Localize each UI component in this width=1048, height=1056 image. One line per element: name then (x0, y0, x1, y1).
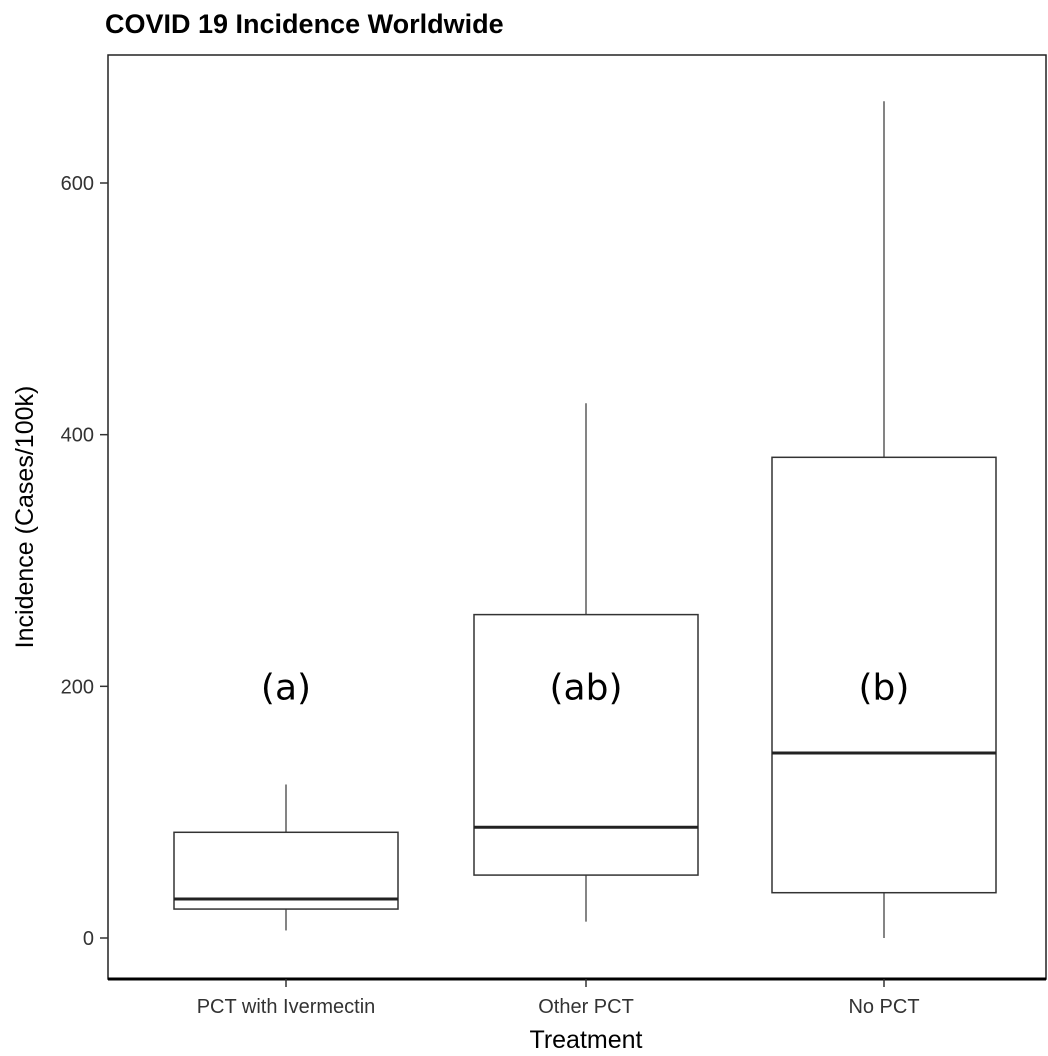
group-letter-label: (ab) (549, 667, 622, 708)
x-axis-title: Treatment (529, 1026, 642, 1054)
y-tick-label: 400 (61, 425, 94, 447)
y-tick-label: 0 (83, 928, 94, 950)
box (771, 456, 997, 894)
box (173, 831, 399, 910)
x-tick-label: No PCT (848, 996, 919, 1018)
x-axis-ticks: PCT with Ivermectin Other PCT No PCT (197, 979, 920, 1018)
chart-title: COVID 19 Incidence Worldwide (105, 9, 504, 39)
y-tick-label: 200 (61, 676, 94, 698)
box-group: (b) (771, 101, 997, 938)
box (473, 613, 699, 876)
group-letter-label: (a) (261, 667, 311, 708)
x-tick-label: Other PCT (538, 996, 634, 1018)
box-group: (a) (173, 667, 399, 931)
group-letter-label: (b) (859, 667, 910, 708)
y-tick-label: 600 (61, 173, 94, 195)
y-axis-title: Incidence (Cases/100k) (11, 386, 39, 649)
box-series: (a) (ab) (b) (173, 101, 997, 938)
box-group: (ab) (473, 403, 699, 922)
y-axis-ticks: 0 200 400 600 (61, 173, 108, 950)
x-tick-label: PCT with Ivermectin (197, 996, 376, 1018)
